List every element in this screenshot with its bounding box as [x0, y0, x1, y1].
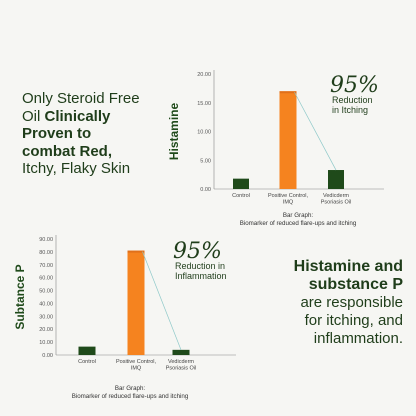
y-axis-label: Histamine	[167, 103, 181, 161]
y-tick-label: 70.00	[39, 263, 53, 269]
y-axis-label: Subtance P	[13, 264, 27, 329]
bar-2	[127, 250, 145, 355]
y-tick-label: 60.00	[39, 276, 53, 282]
y-tick-label: 10.00	[39, 340, 53, 346]
headline-line-1: Only Steroid Free	[22, 90, 140, 107]
caption-line: Biomarker of reduced flare-ups and itchi…	[71, 393, 189, 401]
bar-3	[328, 170, 344, 189]
explanation-line-3: are responsible	[300, 294, 403, 312]
headline-clinically: Clinically	[44, 107, 111, 125]
x-category-label: Control	[78, 359, 96, 365]
caption-line: Biomarker of reduced flare-ups and itchi…	[239, 220, 357, 228]
reduction-label: in Itching	[332, 105, 368, 115]
caption-line: Bar Graph:	[114, 385, 146, 392]
x-category-label: Control	[232, 193, 250, 199]
explanation-line-2: substance P	[308, 276, 403, 294]
y-tick-label: 5.00	[200, 158, 211, 164]
bar-3	[172, 349, 190, 355]
reduction-percent: 95%	[173, 239, 222, 264]
caption-line: Bar Graph:	[282, 212, 314, 219]
bar-cap	[279, 91, 297, 94]
headline-line-3: Proven to	[22, 125, 92, 143]
reduction-label: Reduction	[332, 95, 373, 105]
x-category-label: Psoriasis Oil	[166, 366, 197, 372]
y-tick-label: 15.00	[197, 101, 211, 107]
bar-2	[279, 91, 297, 189]
y-tick-label: 90.00	[39, 237, 53, 243]
y-tick-label: 0.00	[42, 353, 53, 359]
bar-1	[78, 346, 96, 355]
headline-text: Only Steroid Free Oil Clinically Proven …	[22, 90, 172, 178]
histamine-chart: Histamine 0.00 5.00 10.00 15.00 20.00 Control P…	[167, 70, 384, 206]
bar-1	[233, 178, 249, 189]
reduction-connector	[294, 92, 337, 171]
explanation-line-4: for itching, and	[304, 312, 403, 330]
explanation-line-5: inflammation.	[313, 329, 403, 347]
bar-cap	[127, 250, 145, 253]
reduction-connector	[142, 251, 182, 350]
explanation-text: Histamine and substance P are responsibl…	[263, 258, 403, 347]
y-tick-label: 50.00	[39, 289, 53, 295]
x-category-label: Vedicderm	[323, 193, 349, 199]
y-tick-label: 20.00	[39, 327, 53, 333]
reduction-percent: 95%	[330, 73, 379, 98]
x-category-label: Vedicderm	[168, 359, 194, 365]
y-tick-label: 30.00	[39, 314, 53, 320]
x-category-label: Positive Control,	[116, 359, 157, 365]
substance-p-caption: Bar Graph: Biomarker of reduced flare-up…	[50, 385, 210, 401]
y-tick-label: 10.00	[197, 130, 211, 136]
y-tick-label: 40.00	[39, 301, 53, 307]
y-tick-label: 80.00	[39, 250, 53, 256]
x-category-label: IMQ	[131, 366, 142, 372]
headline-line-4: combat Red,	[22, 142, 113, 160]
reduction-label: Inflammation	[175, 271, 227, 281]
headline-line-5: Itchy, Flaky Skin	[22, 160, 131, 178]
x-category-label: Psoriasis Oil	[321, 200, 352, 206]
y-tick-label: 20.00	[197, 72, 211, 78]
reduction-label: Reduction in	[175, 261, 225, 271]
substance-p-chart: Subtance P 0.00 10.00 20.00 30.00 40.00 50.00 6…	[13, 235, 236, 372]
explanation-line-1: Histamine and	[293, 258, 403, 275]
y-tick-label: 0.00	[200, 187, 211, 193]
headline-line-2: Oil Clinically	[22, 108, 172, 126]
histamine-caption: Bar Graph: Biomarker of reduced flare-up…	[218, 212, 378, 228]
headline-oil: Oil	[22, 107, 45, 125]
x-category-label: Positive Control,	[268, 193, 309, 199]
x-category-label: IMQ	[283, 200, 294, 206]
